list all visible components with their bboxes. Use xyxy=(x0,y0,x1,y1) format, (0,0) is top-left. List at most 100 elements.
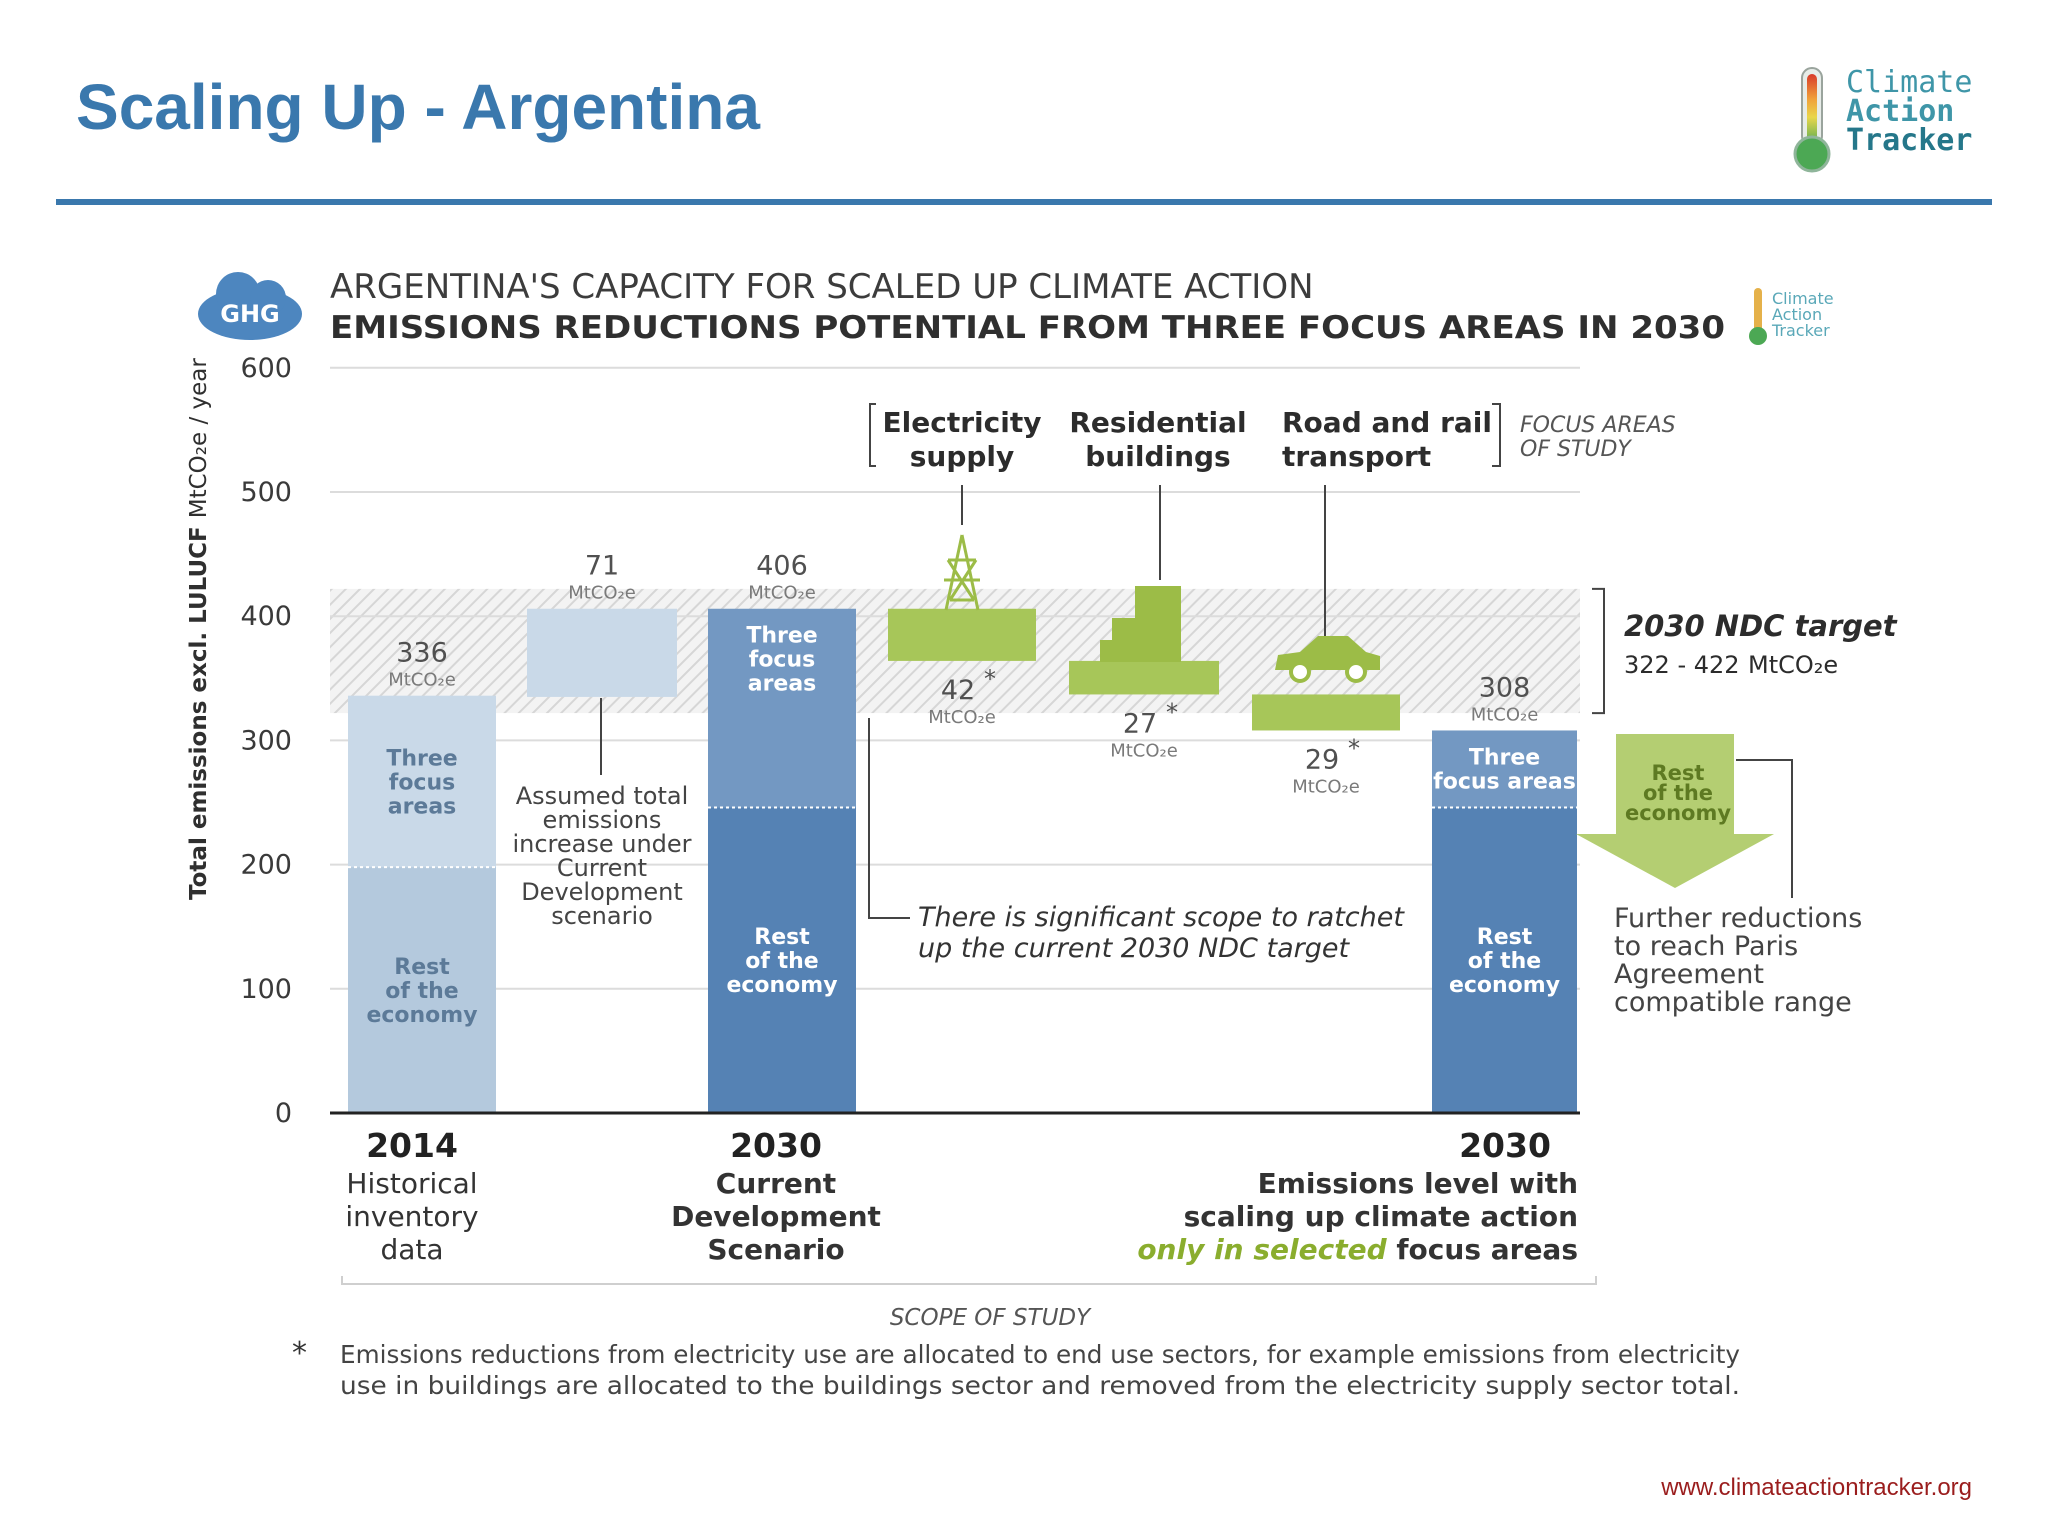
focus-area-label: transport xyxy=(1282,440,1431,473)
footer-url: www.climateactiontracker.org xyxy=(1661,1474,1972,1501)
y-tick-label: 600 xyxy=(240,353,292,384)
bar-segment xyxy=(1432,730,1577,808)
ratchet-annotation: up the current 2030 NDC target xyxy=(918,933,1350,964)
bar-segment-label: areas xyxy=(388,794,457,819)
further-reductions-annotation: compatible range xyxy=(1614,987,1852,1018)
footnote-text: Emissions reductions from electricity us… xyxy=(340,1340,1740,1369)
reduction-unit-label: MtCO₂e xyxy=(1292,776,1360,797)
bar-value-label: 71 xyxy=(585,551,619,582)
x-group-desc: data xyxy=(380,1233,443,1266)
bar-segment-label: Rest xyxy=(1477,925,1533,950)
pylon-frame xyxy=(944,534,980,611)
car-wheel xyxy=(1289,661,1311,683)
y-tick-label: 400 xyxy=(240,601,292,632)
bar-segment xyxy=(348,695,496,868)
bar-segment-label: Rest xyxy=(394,955,450,980)
reduction-bar xyxy=(1069,660,1219,695)
logo-line-1: Climate xyxy=(1846,65,1973,100)
cloud-puff xyxy=(216,272,260,316)
focus-bracket-left xyxy=(869,403,876,467)
x-group-desc-green: only in selected xyxy=(1137,1233,1396,1266)
y-tick-label: 500 xyxy=(240,477,292,508)
reduction-asterisk: * xyxy=(1166,698,1178,726)
bar-unit-label: MtCO₂e xyxy=(388,670,456,691)
assumed-increase-annotation: Assumed total xyxy=(516,782,689,810)
mini-logo-icon xyxy=(1749,288,1767,345)
assumed-increase-annotation: emissions xyxy=(543,806,662,834)
y-tick-label: 300 xyxy=(240,725,292,756)
bar-segment-label: focus xyxy=(389,770,455,795)
y-tick-label: 100 xyxy=(240,974,292,1005)
x-group-desc: Emissions level with xyxy=(1258,1167,1578,1200)
bar-segment xyxy=(348,867,496,1113)
footnote-text: use in buildings are allocated to the bu… xyxy=(340,1371,1740,1400)
bar-segment-label: economy xyxy=(726,973,837,998)
y-axis-label-bold: Total emissions excl. LULUCF xyxy=(186,518,212,900)
reduction-unit-label: MtCO₂e xyxy=(928,707,996,728)
scope-bracket xyxy=(341,1276,1597,1285)
title-divider xyxy=(56,199,1992,205)
further-connector xyxy=(1736,759,1793,898)
thermometer-icon xyxy=(1793,67,1831,173)
focus-area-label: supply xyxy=(910,440,1015,473)
focus-area-label: Road and rail xyxy=(1282,406,1492,439)
reduction-asterisk: * xyxy=(1348,734,1360,762)
ghg-badge-label: GHG xyxy=(220,300,279,328)
y-tick-label: 200 xyxy=(240,850,292,881)
bar-segment-label: areas xyxy=(748,672,817,697)
assumed-increase-annotation: scenario xyxy=(551,902,653,930)
y-axis-label: Total emissions excl. LULUCF MtCO₂e / ye… xyxy=(186,358,212,900)
bar-value-label: 336 xyxy=(396,638,448,669)
pylon-icon xyxy=(944,534,980,611)
mini-logo-text: Climate xyxy=(1772,289,1834,308)
bar-segment-label: Three xyxy=(1469,745,1540,770)
ndc-target-title: 2030 NDC target xyxy=(1624,609,1898,643)
mini-thermo-bulb xyxy=(1749,327,1767,345)
bar-unit-label: MtCO₂e xyxy=(568,583,636,604)
assumed-increase-annotation: increase under xyxy=(512,830,691,858)
focus-areas-note: FOCUS AREAS xyxy=(1520,413,1676,438)
x-group-desc: inventory xyxy=(345,1200,478,1233)
focus-bracket-right xyxy=(1492,403,1501,467)
x-group-desc: Historical xyxy=(346,1167,477,1200)
bar-value-label: 308 xyxy=(1479,672,1531,703)
ndc-target-unit: MtCO₂e xyxy=(1748,651,1838,679)
rest-arrow-label: Rest xyxy=(1652,761,1705,785)
y-tick-label: 0 xyxy=(275,1098,292,1129)
bar-segment-label: of the xyxy=(745,949,818,974)
building-small xyxy=(1100,640,1116,662)
bar-segment-label: economy xyxy=(1449,973,1560,998)
mini-logo-text: Tracker xyxy=(1771,321,1830,340)
further-reductions-annotation: to reach Paris xyxy=(1614,931,1798,962)
slide-title: Scaling Up - Argentina xyxy=(76,71,760,143)
chart-subtitle: EMISSIONS REDUCTIONS POTENTIAL FROM THRE… xyxy=(330,310,1725,346)
reduction-asterisk: * xyxy=(984,665,996,693)
buildings-icon xyxy=(1100,586,1181,662)
bar-segment-label: focus xyxy=(749,648,815,673)
ndc-bracket xyxy=(1592,587,1605,715)
rest-arrow-label: of the xyxy=(1643,781,1713,805)
rest-arrow xyxy=(1576,734,1774,888)
bar-segment-label: focus areas xyxy=(1433,769,1576,794)
focus-area-label: buildings xyxy=(1085,440,1230,473)
assumed-increase-annotation: Current xyxy=(557,854,647,882)
cloud-puff xyxy=(250,280,286,316)
ratchet-annotation: There is significant scope to ratchet xyxy=(918,902,1405,933)
bar-segment-label: Three xyxy=(746,624,817,649)
bar-value-label: 406 xyxy=(756,551,808,582)
assumed-increase-annotation: Development xyxy=(521,878,683,906)
bar-segment-label: of the xyxy=(1468,949,1541,974)
x-group-year: 2030 xyxy=(1459,1126,1551,1165)
mini-logo-text: Action xyxy=(1772,305,1822,324)
y-axis-label-unit: MtCO₂e / year xyxy=(186,358,212,519)
bar-unit-label: MtCO₂e xyxy=(748,583,816,604)
focus-area-label: Residential xyxy=(1069,406,1246,439)
x-group-year: 2014 xyxy=(366,1126,458,1165)
further-reductions-annotation: Further reductions xyxy=(1614,903,1862,934)
x-group-desc: Current xyxy=(716,1167,836,1200)
bar-segment-label: economy xyxy=(366,1003,477,1028)
ndc-target-range: 322 - 422 xyxy=(1624,651,1740,679)
reduction-bar xyxy=(888,608,1036,661)
bar-segment-label: of the xyxy=(385,979,458,1004)
